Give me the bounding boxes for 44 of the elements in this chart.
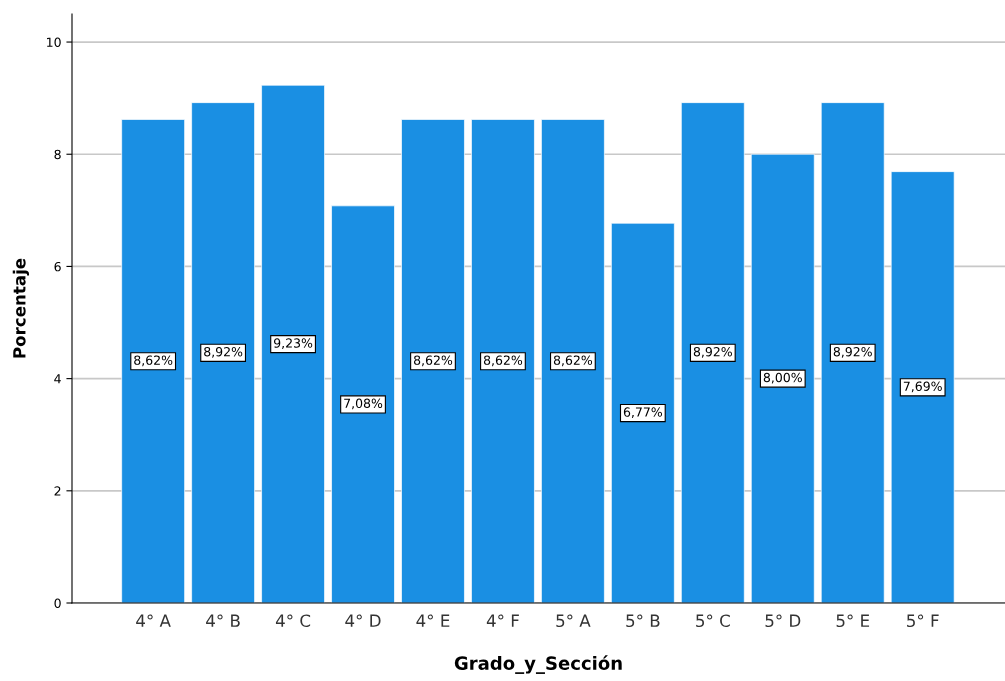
x-tick-label: 4° C [275, 614, 311, 628]
x-tick-label: 5° C [696, 614, 730, 628]
data-label: 8,92% [833, 346, 872, 358]
data-label: 6,77% [623, 407, 663, 419]
x-tick-label: 4° B [206, 614, 240, 627]
bar [611, 222, 675, 603]
data-label: 8,00% [763, 372, 802, 384]
x-tick-label: 5° B [626, 614, 660, 628]
bar [401, 119, 465, 603]
data-label: 9,23% [274, 338, 313, 350]
data-label: 7,69% [903, 381, 942, 393]
x-axis-title: Grado_y_Sección [454, 655, 622, 674]
bar [191, 102, 255, 603]
bar [541, 119, 605, 603]
bar [121, 119, 185, 603]
bar [261, 84, 325, 603]
bar [820, 102, 885, 603]
bar [890, 171, 955, 603]
x-tick-label: 5° A [556, 614, 591, 628]
data-label: 8,62% [134, 355, 173, 367]
bar [331, 205, 395, 603]
y-tick-label: 0 [54, 598, 61, 608]
data-label: 8,62% [413, 355, 453, 367]
x-tick-label: 5° F [907, 614, 939, 628]
x-tick-label: 4° D [345, 614, 381, 627]
x-tick-label: 4° F [486, 614, 519, 627]
x-tick-label: 4° A [136, 614, 171, 627]
bar [471, 119, 535, 603]
bar [680, 102, 745, 603]
data-label: 8,92% [204, 346, 243, 358]
bar [750, 153, 815, 603]
y-tick-label: 8 [54, 149, 61, 160]
data-label: 8,62% [483, 355, 523, 367]
x-tick-label: 5° E [836, 614, 870, 628]
y-tick-label: 4 [54, 374, 61, 384]
data-label: 8,62% [553, 355, 593, 367]
x-tick-label: 4° E [416, 614, 450, 627]
y-tick-label: 6 [54, 261, 61, 272]
data-label: 7,08% [344, 398, 383, 410]
x-tick-label: 5° D [765, 614, 801, 628]
data-label: 8,92% [693, 346, 732, 358]
y-tick-label: 10 [47, 37, 61, 47]
y-tick-label: 2 [54, 486, 61, 496]
y-axis-title: Porcentaje [12, 258, 30, 358]
